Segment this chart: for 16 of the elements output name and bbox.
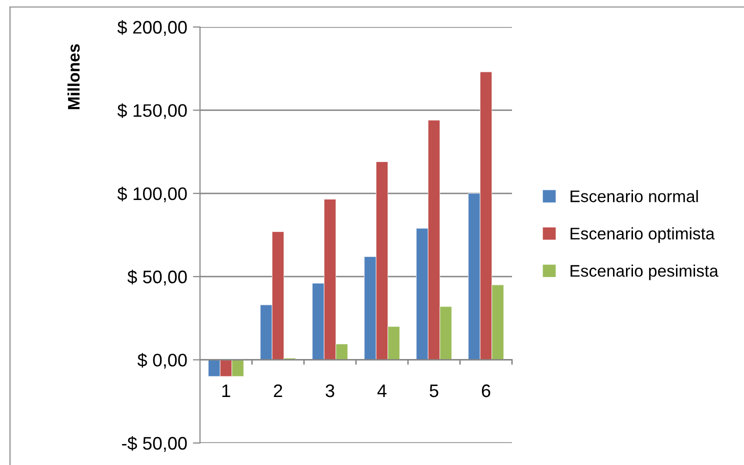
legend-label: Escenario normal xyxy=(570,190,698,202)
x-tick-label: 6 xyxy=(482,384,490,398)
y-tick-label: -$ 50,00 xyxy=(122,436,187,452)
y-tick-label: $ 100,00 xyxy=(117,186,187,202)
y-axis-title: Millones xyxy=(67,44,80,110)
y-tick-label: $ 150,00 xyxy=(117,103,187,120)
y-tick-label: $ 50,00 xyxy=(127,270,187,286)
x-tick-label: 4 xyxy=(377,384,386,398)
y-tick-label: $ 0,00 xyxy=(138,352,187,369)
legend-label: Escenario optimista xyxy=(570,227,715,243)
y-tick-label: $ 200,00 xyxy=(117,20,187,36)
x-tick-label: 1 xyxy=(222,384,230,398)
legend-label: Escenario pesimista xyxy=(570,264,718,280)
x-tick-label: 2 xyxy=(274,384,282,398)
x-tick-label: 3 xyxy=(326,384,334,398)
x-tick-label: 5 xyxy=(430,384,438,398)
